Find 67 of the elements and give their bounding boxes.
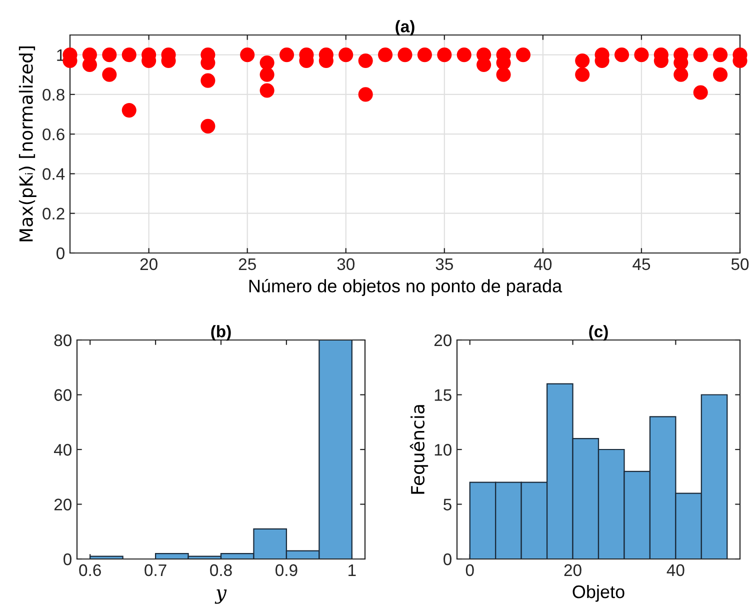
point — [496, 67, 511, 82]
x-axis-title: Número de objetos no ponto de parada — [249, 278, 562, 296]
y-tick-label: 0.8 — [42, 88, 64, 101]
point — [200, 118, 216, 134]
x-tick-label: 0.9 — [276, 564, 298, 576]
point — [634, 48, 649, 62]
point — [260, 67, 274, 82]
y-tick-label: 15 — [434, 389, 452, 401]
x-tick-label: 30 — [337, 258, 354, 270]
point — [378, 48, 393, 62]
y-tick-label: 0.6 — [42, 128, 64, 140]
point — [674, 67, 688, 82]
x-tick-label: 1 — [348, 564, 356, 576]
x-tick-label: 40 — [534, 258, 552, 270]
x-tick-label: 35 — [436, 258, 453, 270]
x-tick-label: 25 — [238, 258, 256, 270]
x-tick-label: 20 — [564, 564, 582, 576]
x-tick-label: 0.7 — [144, 564, 166, 576]
y-tick-label: 20 — [434, 334, 452, 346]
x-tick-label: 20 — [140, 258, 158, 270]
point — [575, 67, 590, 82]
x-tick-label: 40 — [666, 564, 684, 576]
point — [575, 53, 590, 68]
point — [122, 48, 136, 62]
point — [122, 103, 136, 118]
point — [398, 48, 412, 62]
point — [417, 48, 432, 62]
y-axis-title: Max(pKᵢ) [normalized] — [18, 46, 36, 242]
point — [713, 67, 728, 82]
point — [200, 73, 216, 88]
y-axis-title: Fequência — [410, 405, 428, 494]
x-tick-label: 0.6 — [79, 564, 101, 576]
y-tick-label: 60 — [54, 389, 72, 401]
chart-title: (b) — [211, 325, 231, 341]
point — [358, 87, 373, 102]
chart-title: (a) — [396, 20, 414, 36]
y-tick-label: 0 — [444, 553, 452, 566]
y-tick-label: 0 — [64, 553, 72, 566]
point — [260, 83, 274, 98]
point — [614, 48, 630, 62]
y-tick-label: 80 — [54, 334, 72, 346]
x-tick-label: 0 — [466, 564, 474, 576]
point — [693, 48, 708, 62]
x-tick-label: 45 — [632, 258, 650, 270]
x-axis-title: Objeto — [572, 584, 624, 602]
x-axis-title: y — [214, 589, 227, 604]
y-tick-label: 10 — [434, 444, 452, 456]
point — [338, 48, 354, 62]
point — [437, 48, 452, 62]
point — [240, 48, 255, 62]
y-tick-label: 0 — [56, 247, 64, 260]
y-tick-label: 0.2 — [42, 208, 64, 220]
y-tick-label: 5 — [444, 498, 452, 510]
x-tick-label: 50 — [731, 258, 749, 270]
x-tick-label: 0.8 — [210, 564, 232, 576]
y-tick-label: 0.4 — [42, 168, 65, 180]
point — [516, 48, 531, 62]
point — [279, 48, 294, 62]
point — [358, 53, 373, 68]
point — [456, 48, 472, 62]
point — [713, 48, 728, 62]
point — [102, 67, 117, 82]
point — [693, 85, 708, 100]
y-tick-label: 40 — [54, 444, 72, 456]
chart-title: (c) — [589, 325, 608, 341]
point — [102, 48, 117, 62]
y-tick-label: 20 — [54, 498, 72, 510]
